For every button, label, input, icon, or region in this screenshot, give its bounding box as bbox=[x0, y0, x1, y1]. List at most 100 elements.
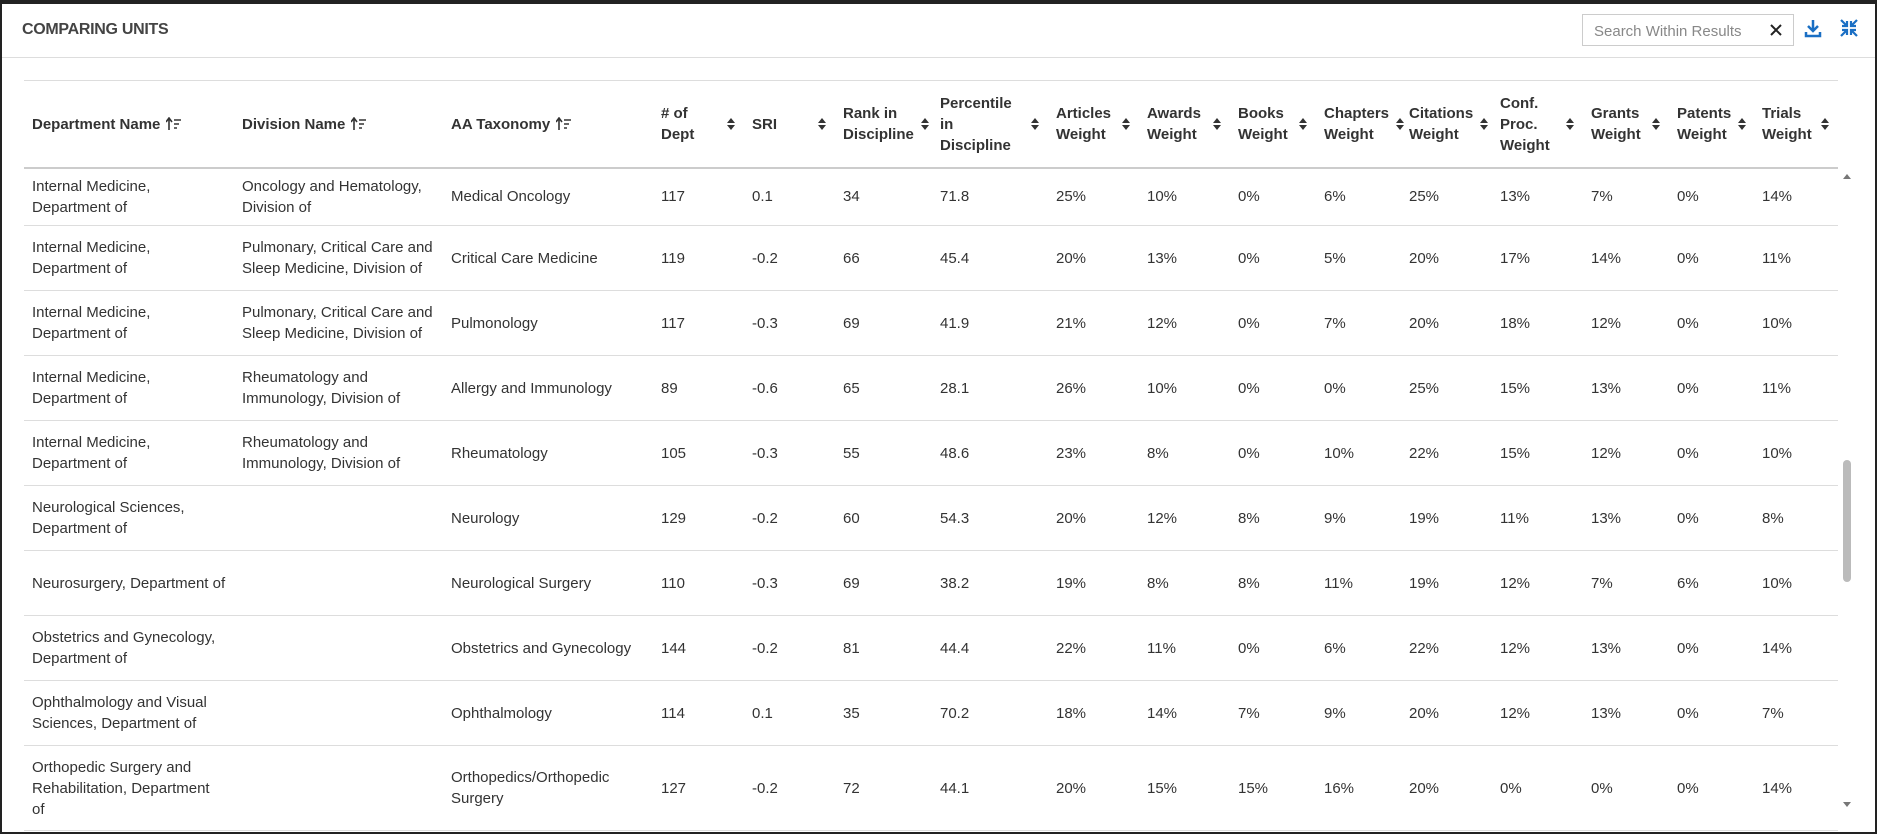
modal-title: COMPARING UNITS bbox=[22, 21, 169, 38]
cell-text: Allergy and Immunology bbox=[451, 379, 612, 397]
table-cell: Rheumatology bbox=[443, 421, 653, 485]
clear-search[interactable] bbox=[1767, 21, 1785, 39]
table-cell: 17% bbox=[1492, 226, 1583, 290]
table-cell: 45.4 bbox=[932, 226, 1048, 290]
cell-text: 89 bbox=[661, 379, 678, 397]
table-cell: 20% bbox=[1048, 746, 1139, 830]
table-cell: 12% bbox=[1492, 616, 1583, 680]
sort-icon bbox=[1480, 118, 1489, 130]
cell-text: Obstetrics and Gynecology, Department of bbox=[32, 629, 216, 667]
table-cell: Internal Medicine, Department of bbox=[24, 168, 234, 225]
table-cell: 18% bbox=[1048, 681, 1139, 745]
cell-text: 20% bbox=[1056, 249, 1087, 267]
table-cell: 14% bbox=[1583, 226, 1669, 290]
column-header[interactable]: Chapters Weight bbox=[1316, 81, 1405, 167]
sort-icon bbox=[1566, 118, 1574, 130]
cell-text: 117 bbox=[661, 188, 685, 205]
cell-text: 10% bbox=[1762, 574, 1793, 592]
cell-text: 8% bbox=[1762, 509, 1784, 527]
column-header[interactable]: Trials Weight bbox=[1754, 81, 1838, 167]
table-cell: 0% bbox=[1230, 616, 1316, 680]
column-header[interactable]: Awards Weight bbox=[1139, 81, 1230, 167]
table-cell: 54.3 bbox=[932, 486, 1048, 550]
table-cell: 11% bbox=[1139, 616, 1230, 680]
cell-text: 54.3 bbox=[940, 509, 970, 527]
cell-text: 23% bbox=[1056, 444, 1087, 462]
column-header[interactable]: Department Name bbox=[24, 81, 234, 167]
table-cell: -0.2 bbox=[744, 616, 835, 680]
table-cell: 12% bbox=[1492, 551, 1583, 615]
cell-text: 0% bbox=[1238, 249, 1260, 267]
download-button[interactable] bbox=[1803, 18, 1823, 38]
cell-text: -0.2 bbox=[752, 509, 778, 527]
table-cell: 8% bbox=[1139, 421, 1230, 485]
cell-text: 8% bbox=[1147, 444, 1169, 462]
column-label: Chapters Weight bbox=[1324, 105, 1390, 143]
table-cell: 19% bbox=[1048, 551, 1139, 615]
table-cell: Orthopedics/Orthopedic Surgery bbox=[443, 746, 653, 830]
cell-text: -0.3 bbox=[752, 444, 778, 462]
scrollbar[interactable] bbox=[1840, 172, 1854, 812]
collapse-button[interactable] bbox=[1839, 18, 1859, 38]
cell-text: 81 bbox=[843, 639, 860, 657]
table-cell: 8% bbox=[1230, 551, 1316, 615]
table-cell: -0.3 bbox=[744, 291, 835, 355]
column-header[interactable]: Citations Weight bbox=[1401, 81, 1492, 167]
column-header[interactable]: Percentile in Discipline bbox=[932, 81, 1048, 167]
cell-text: 105 bbox=[661, 444, 687, 462]
cell-text: 20% bbox=[1409, 704, 1440, 722]
table-cell: 44.4 bbox=[932, 616, 1048, 680]
column-header[interactable]: Rank in Discipline bbox=[835, 81, 932, 167]
table-cell: 0% bbox=[1316, 356, 1401, 420]
column-header[interactable]: SRI bbox=[744, 81, 835, 167]
table-cell: Medical Oncology bbox=[443, 168, 653, 225]
table-cell: 0% bbox=[1669, 746, 1754, 830]
table-cell: 22% bbox=[1401, 616, 1492, 680]
column-label: Trials Weight bbox=[1762, 105, 1812, 143]
cell-text: 0% bbox=[1677, 249, 1699, 267]
cell-text: Orthopedics/Orthopedic Surgery bbox=[451, 769, 610, 807]
cell-text: Neurological Surgery bbox=[451, 574, 592, 592]
table-cell: 20% bbox=[1401, 226, 1492, 290]
cell-text: 71.8 bbox=[940, 188, 970, 205]
table-row: Internal Medicine, Department of Rheumato… bbox=[24, 421, 1838, 486]
column-header[interactable]: Patents Weight bbox=[1669, 81, 1754, 167]
cell-text: Pulmonology bbox=[451, 314, 538, 332]
column-header[interactable]: AA Taxonomy bbox=[443, 81, 653, 167]
cell-text: 12% bbox=[1591, 444, 1622, 462]
table-cell: 7% bbox=[1583, 551, 1669, 615]
cell-text: 7% bbox=[1762, 704, 1784, 722]
cell-text: 0% bbox=[1677, 188, 1699, 205]
cell-text: 14% bbox=[1762, 779, 1793, 797]
column-header[interactable]: Grants Weight bbox=[1583, 81, 1669, 167]
table-cell: 5% bbox=[1316, 226, 1401, 290]
column-header[interactable]: Division Name bbox=[234, 81, 443, 167]
cell-text: 18% bbox=[1500, 314, 1531, 332]
cell-text: Internal Medicine, Department of bbox=[32, 369, 151, 407]
column-label: Patents Weight bbox=[1677, 105, 1732, 143]
table-cell: 20% bbox=[1048, 486, 1139, 550]
table-cell: 15% bbox=[1230, 746, 1316, 830]
cell-text: 12% bbox=[1147, 509, 1178, 527]
table-cell: 9% bbox=[1316, 486, 1401, 550]
table-cell: Pulmonary, Critical Care and Sleep Medic… bbox=[234, 291, 443, 355]
cell-text: Rheumatology bbox=[451, 444, 548, 462]
cell-text: Pulmonary, Critical Care and Sleep Medic… bbox=[242, 304, 433, 342]
table-cell bbox=[234, 486, 443, 550]
column-header[interactable]: Conf. Proc. Weight bbox=[1492, 81, 1583, 167]
table-cell: 10% bbox=[1754, 551, 1838, 615]
cell-text: 0% bbox=[1677, 704, 1699, 722]
column-header[interactable]: Articles Weight bbox=[1048, 81, 1139, 167]
table-cell: 55 bbox=[835, 421, 932, 485]
column-header[interactable]: Books Weight bbox=[1230, 81, 1316, 167]
table-cell: 0.1 bbox=[744, 168, 835, 225]
table-cell: -0.2 bbox=[744, 226, 835, 290]
search-box[interactable]: Search Within Results bbox=[1582, 14, 1794, 46]
table-cell: 6% bbox=[1669, 551, 1754, 615]
cell-text: 0% bbox=[1324, 379, 1346, 397]
cell-text: 0% bbox=[1677, 379, 1699, 397]
column-header[interactable]: # of Dept bbox=[653, 81, 744, 167]
table-cell: 0% bbox=[1669, 421, 1754, 485]
cell-text: 13% bbox=[1147, 249, 1178, 267]
cell-text: 69 bbox=[843, 574, 860, 592]
